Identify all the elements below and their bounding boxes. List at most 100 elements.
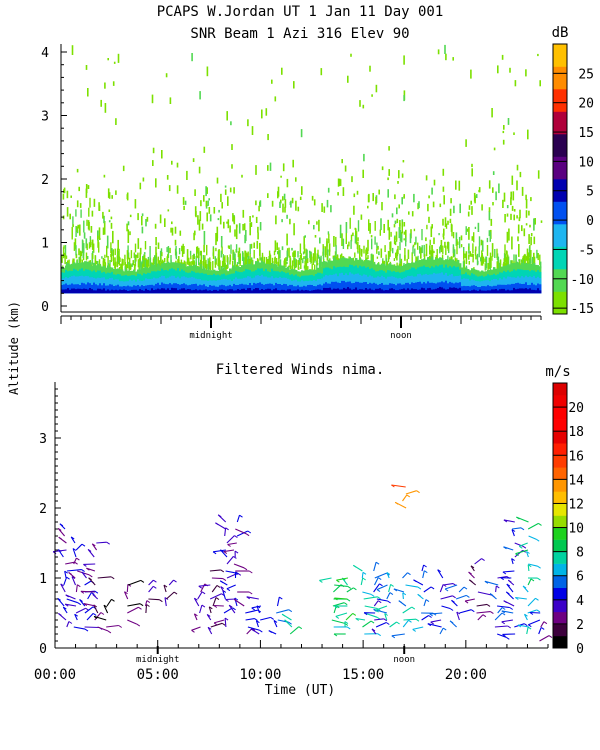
snr-speckle	[206, 66, 209, 77]
wind-barb	[106, 598, 112, 607]
wind-barb	[402, 494, 408, 502]
snr-speckle	[242, 209, 245, 218]
snr-layer-cell	[69, 284, 72, 294]
snr-band-pixel	[472, 259, 474, 263]
snr-speckle	[242, 224, 244, 231]
wind-barb-feather	[124, 591, 128, 595]
snr-band-pixel	[489, 258, 491, 269]
snr-speckle	[342, 187, 345, 196]
snr-layer-cell	[81, 289, 84, 294]
snr-band-pixel	[395, 252, 397, 259]
snr-layer-cell	[87, 289, 90, 294]
snr-speckle	[227, 219, 230, 229]
snr-speckle	[511, 175, 514, 185]
snr-band-pixel	[411, 252, 413, 257]
snr-speckle	[205, 200, 208, 207]
wind-barb	[193, 613, 198, 621]
wind-barb-feather	[234, 598, 238, 602]
snr-band-pixel	[181, 245, 183, 252]
wind-barb-feather	[500, 577, 504, 581]
wind-barb-feather	[74, 561, 78, 565]
snr-speckle	[127, 229, 130, 243]
wind-colorbar-segment	[553, 623, 567, 637]
snr-layer-cell	[83, 283, 86, 294]
snr-layer-cell	[419, 289, 422, 294]
snr-speckle	[533, 218, 535, 231]
snr-layer-cell	[143, 290, 146, 294]
snr-layer-cell	[155, 283, 158, 294]
snr-band-pixel	[143, 260, 145, 267]
snr-speckle	[429, 245, 431, 255]
snr-layer-cell	[389, 283, 392, 294]
snr-layer-cell	[417, 282, 420, 294]
snr-speckle	[475, 194, 478, 198]
snr-band-pixel	[259, 250, 261, 261]
snr-speckle	[102, 227, 105, 235]
snr-speckle	[453, 205, 455, 214]
snr-layer-cell	[475, 286, 478, 294]
snr-layer-cell	[457, 282, 460, 294]
snr-speckle	[458, 180, 461, 191]
snr-band-pixel	[531, 256, 534, 263]
snr-speckle	[503, 125, 505, 130]
snr-layer-cell	[253, 289, 256, 294]
wind-barb-feather	[213, 622, 218, 626]
snr-layer-cell	[355, 287, 358, 294]
wind-barb-feather	[206, 613, 211, 617]
snr-speckle	[171, 160, 173, 165]
snr-layer-cell	[401, 289, 404, 294]
wind-barb-feather	[248, 591, 253, 595]
snr-layer-cell	[387, 284, 390, 294]
snr-layer-cell	[415, 282, 418, 294]
wind-barb	[503, 519, 515, 523]
snr-layer-cell	[195, 283, 198, 294]
wind-barb-feather	[538, 522, 542, 526]
wind-barb-feather	[353, 564, 357, 568]
wind-barb-feather	[273, 619, 278, 623]
snr-colorbar-segment	[553, 201, 567, 225]
snr-speckle	[289, 201, 292, 205]
snr-layer-cell	[231, 289, 234, 294]
wind-barb-feather	[417, 593, 421, 597]
snr-band-pixel	[487, 263, 489, 271]
wind-barb-feather	[502, 571, 507, 575]
snr-band-pixel	[400, 258, 403, 269]
snr-band-pixel	[218, 264, 220, 270]
snr-speckle	[198, 166, 201, 174]
snr-speckle	[450, 198, 452, 204]
snr-band-pixel	[452, 244, 455, 254]
snr-speckle	[444, 241, 446, 248]
snr-layer-cell	[281, 289, 284, 294]
snr-band-pixel	[481, 255, 484, 266]
snr-layer-cell	[381, 283, 384, 294]
snr-layer-cell	[127, 291, 130, 294]
snr-band-pixel	[474, 226, 477, 229]
snr-layer-cell	[75, 289, 78, 294]
wind-barb	[391, 484, 406, 488]
wind-barb-feather	[191, 629, 195, 633]
snr-band-pixel	[65, 262, 68, 267]
snr-band-pixel	[536, 249, 538, 259]
snr-layer-cell	[435, 288, 438, 294]
snr-band-pixel	[390, 231, 392, 237]
snr-speckle	[244, 234, 246, 244]
snr-band-pixel	[120, 263, 122, 269]
wind-barb-feather	[136, 623, 141, 627]
wind-barb-feather	[57, 527, 62, 531]
wind-barb	[83, 603, 96, 607]
snr-layer-cell	[451, 287, 454, 294]
wind-barb-feather	[87, 548, 92, 552]
snr-speckle	[224, 185, 227, 188]
wind-barb-feather	[412, 628, 416, 632]
snr-layer-cell	[95, 284, 98, 294]
snr-band-pixel	[354, 252, 356, 258]
snr-band-pixel	[220, 250, 222, 258]
wind-x-tick-label: 20:00	[445, 667, 487, 683]
wind-barb	[376, 598, 388, 602]
snr-speckle	[311, 195, 314, 201]
wind-barb	[455, 594, 467, 600]
snr-band-pixel	[200, 250, 202, 256]
snr-layer-cell	[345, 282, 348, 294]
snr-band-pixel	[149, 258, 151, 271]
wind-barb-feather	[430, 586, 435, 590]
